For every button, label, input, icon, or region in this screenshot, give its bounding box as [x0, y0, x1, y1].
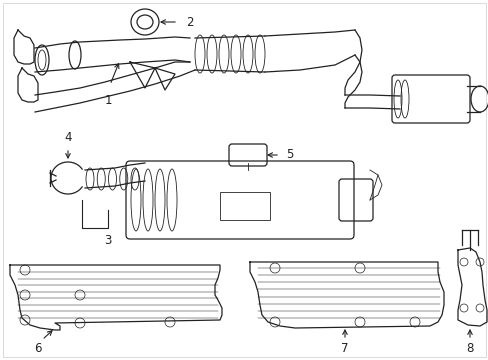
Text: 8: 8: [466, 342, 473, 355]
Text: 1: 1: [104, 94, 112, 107]
Text: 3: 3: [104, 234, 111, 247]
Text: 6: 6: [34, 342, 41, 355]
Text: 4: 4: [64, 131, 72, 144]
Text: 2: 2: [185, 15, 193, 28]
Text: 5: 5: [285, 148, 293, 162]
Bar: [220, 192, 269, 220]
Text: 7: 7: [341, 342, 348, 355]
